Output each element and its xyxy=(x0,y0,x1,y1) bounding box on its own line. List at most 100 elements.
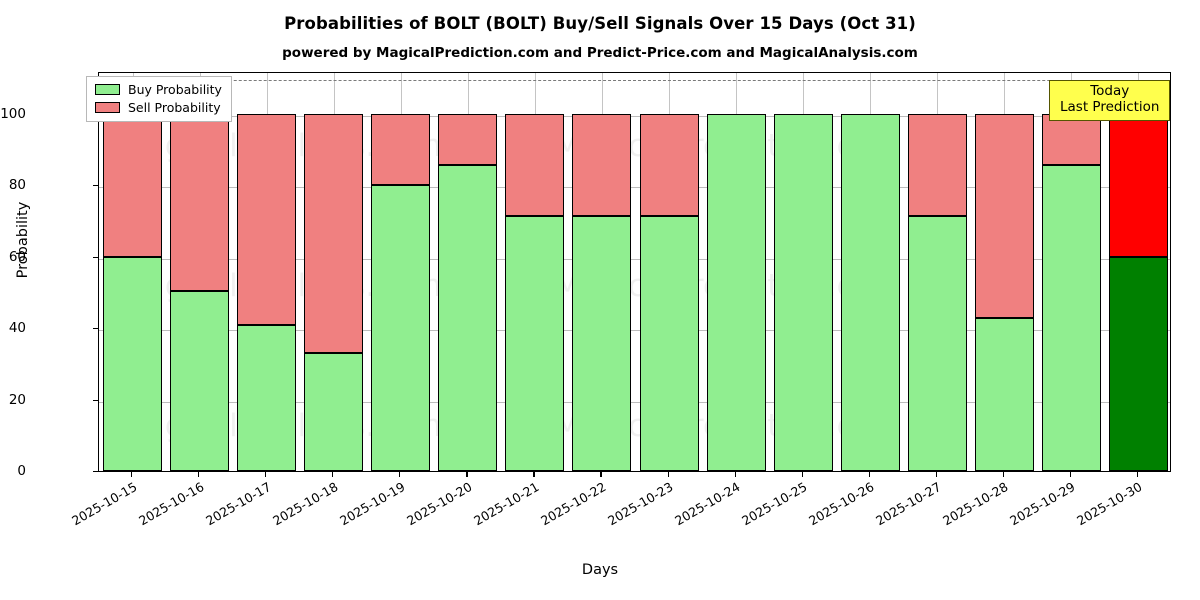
today-annotation: Today Last Prediction xyxy=(1049,80,1171,121)
bar-segment-buy[interactable] xyxy=(639,216,699,471)
x-tick-label: 2025-10-22 xyxy=(538,479,609,529)
x-tick-mark xyxy=(466,472,468,477)
bar-segment-sell[interactable] xyxy=(438,113,498,165)
bar-segment-buy[interactable] xyxy=(840,113,900,471)
bar-segment-buy[interactable] xyxy=(505,216,565,471)
x-tick-label: 2025-10-28 xyxy=(940,479,1011,529)
bar[interactable] xyxy=(974,73,1034,471)
bar-segment-buy[interactable] xyxy=(773,113,833,471)
x-tick-mark xyxy=(198,472,200,477)
y-tick-label: 40 xyxy=(8,320,26,337)
y-tick-mark xyxy=(93,185,98,187)
bar[interactable] xyxy=(170,73,230,471)
bar-segment-buy[interactable] xyxy=(706,113,766,471)
bar-segment-sell[interactable] xyxy=(237,113,297,325)
bar[interactable] xyxy=(907,73,967,471)
bar-segment-buy[interactable] xyxy=(907,216,967,471)
bars-layer xyxy=(99,73,1170,471)
y-tick-mark xyxy=(93,471,98,473)
x-tick-mark xyxy=(265,472,267,477)
x-tick-mark xyxy=(935,472,937,477)
bar[interactable] xyxy=(639,73,699,471)
x-tick-label: 2025-10-15 xyxy=(68,479,140,529)
page-title: Probabilities of BOLT (BOLT) Buy/Sell Si… xyxy=(284,14,916,33)
today-annotation-line2: Last Prediction xyxy=(1060,98,1160,115)
bar-segment-buy[interactable] xyxy=(572,216,632,471)
bar-today[interactable] xyxy=(1108,73,1168,471)
bar-segment-sell[interactable] xyxy=(505,113,565,216)
bar-segment-buy[interactable] xyxy=(170,290,230,471)
legend-item-sell: Sell Probability xyxy=(95,100,222,115)
y-tick-label: 60 xyxy=(8,248,26,265)
x-tick-label: 2025-10-26 xyxy=(806,479,877,529)
y-tick-label: 0 xyxy=(17,463,26,479)
bar[interactable] xyxy=(505,73,565,471)
x-tick-label: 2025-10-23 xyxy=(605,479,676,529)
bar-segment-buy[interactable] xyxy=(438,164,498,471)
bar-segment-buy[interactable] xyxy=(974,317,1034,471)
bar-segment-buy[interactable] xyxy=(371,185,431,471)
bar[interactable] xyxy=(438,73,498,471)
x-tick-label: 2025-10-30 xyxy=(1074,479,1145,529)
bar-segment-sell[interactable] xyxy=(304,113,364,354)
bar-segment-sell[interactable] xyxy=(639,113,699,216)
x-tick-label: 2025-10-24 xyxy=(672,479,743,529)
bar-segment-sell[interactable] xyxy=(1041,113,1101,165)
x-tick-mark xyxy=(533,472,535,477)
y-gridline xyxy=(99,401,1170,403)
y-tick-label: 20 xyxy=(8,391,26,408)
today-annotation-line1: Today xyxy=(1090,83,1130,99)
x-tick-mark xyxy=(1002,472,1005,477)
bar[interactable] xyxy=(371,73,431,471)
x-tick-mark xyxy=(332,472,334,477)
x-tick-label: 2025-10-29 xyxy=(1007,479,1078,529)
y-tick-mark xyxy=(93,328,98,330)
bar[interactable] xyxy=(706,73,766,471)
y-tick-mark xyxy=(93,256,98,258)
x-tick-label: 2025-10-27 xyxy=(873,479,944,529)
y-tick-mark xyxy=(93,399,98,401)
bar-segment-sell[interactable] xyxy=(974,113,1034,318)
bar[interactable] xyxy=(103,73,163,471)
bar[interactable] xyxy=(237,73,297,471)
bar-segment-sell[interactable] xyxy=(907,113,967,216)
legend-swatch-buy xyxy=(95,84,120,95)
bar-segment-buy[interactable] xyxy=(304,353,364,471)
y-gridline xyxy=(99,330,1170,332)
x-tick-mark xyxy=(1069,472,1072,477)
x-tick-mark xyxy=(399,472,401,477)
x-tick-mark xyxy=(600,472,602,477)
x-tick-label: 2025-10-18 xyxy=(269,479,341,529)
legend-item-buy: Buy Probability xyxy=(95,82,222,97)
bar[interactable] xyxy=(773,73,833,471)
bar[interactable] xyxy=(304,73,364,471)
bar-segment-buy[interactable] xyxy=(103,256,163,471)
y-gridline xyxy=(99,258,1170,260)
reference-line xyxy=(99,80,1170,82)
bar[interactable] xyxy=(1041,73,1101,471)
plot-area: MagicalAnalysis.comMagicalPrediction.com… xyxy=(98,72,1171,472)
bar-segment-sell[interactable] xyxy=(1108,113,1168,257)
x-tick-label: 2025-10-20 xyxy=(403,479,475,529)
legend-label-buy: Buy Probability xyxy=(128,82,222,97)
bar-segment-sell[interactable] xyxy=(170,113,230,291)
x-tick-label: 2025-10-17 xyxy=(202,479,274,529)
bar-segment-sell[interactable] xyxy=(371,113,431,186)
x-tick-mark xyxy=(131,472,133,477)
bar-segment-buy[interactable] xyxy=(1108,256,1168,471)
bar[interactable] xyxy=(840,73,900,471)
bar[interactable] xyxy=(572,73,632,471)
y-tick-label: 80 xyxy=(8,177,26,194)
bar-segment-sell[interactable] xyxy=(103,113,163,257)
bar-segment-buy[interactable] xyxy=(237,324,297,471)
y-axis-label: Probability xyxy=(15,201,31,279)
x-tick-mark xyxy=(868,472,870,477)
legend-swatch-sell xyxy=(95,102,120,113)
legend: Buy Probability Sell Probability xyxy=(86,76,232,122)
bar-segment-sell[interactable] xyxy=(572,113,632,216)
page-subtitle: powered by MagicalPrediction.com and Pre… xyxy=(282,45,918,61)
x-tick-label: 2025-10-21 xyxy=(470,479,542,529)
x-tick-mark xyxy=(734,472,736,477)
bar-segment-buy[interactable] xyxy=(1041,164,1101,471)
